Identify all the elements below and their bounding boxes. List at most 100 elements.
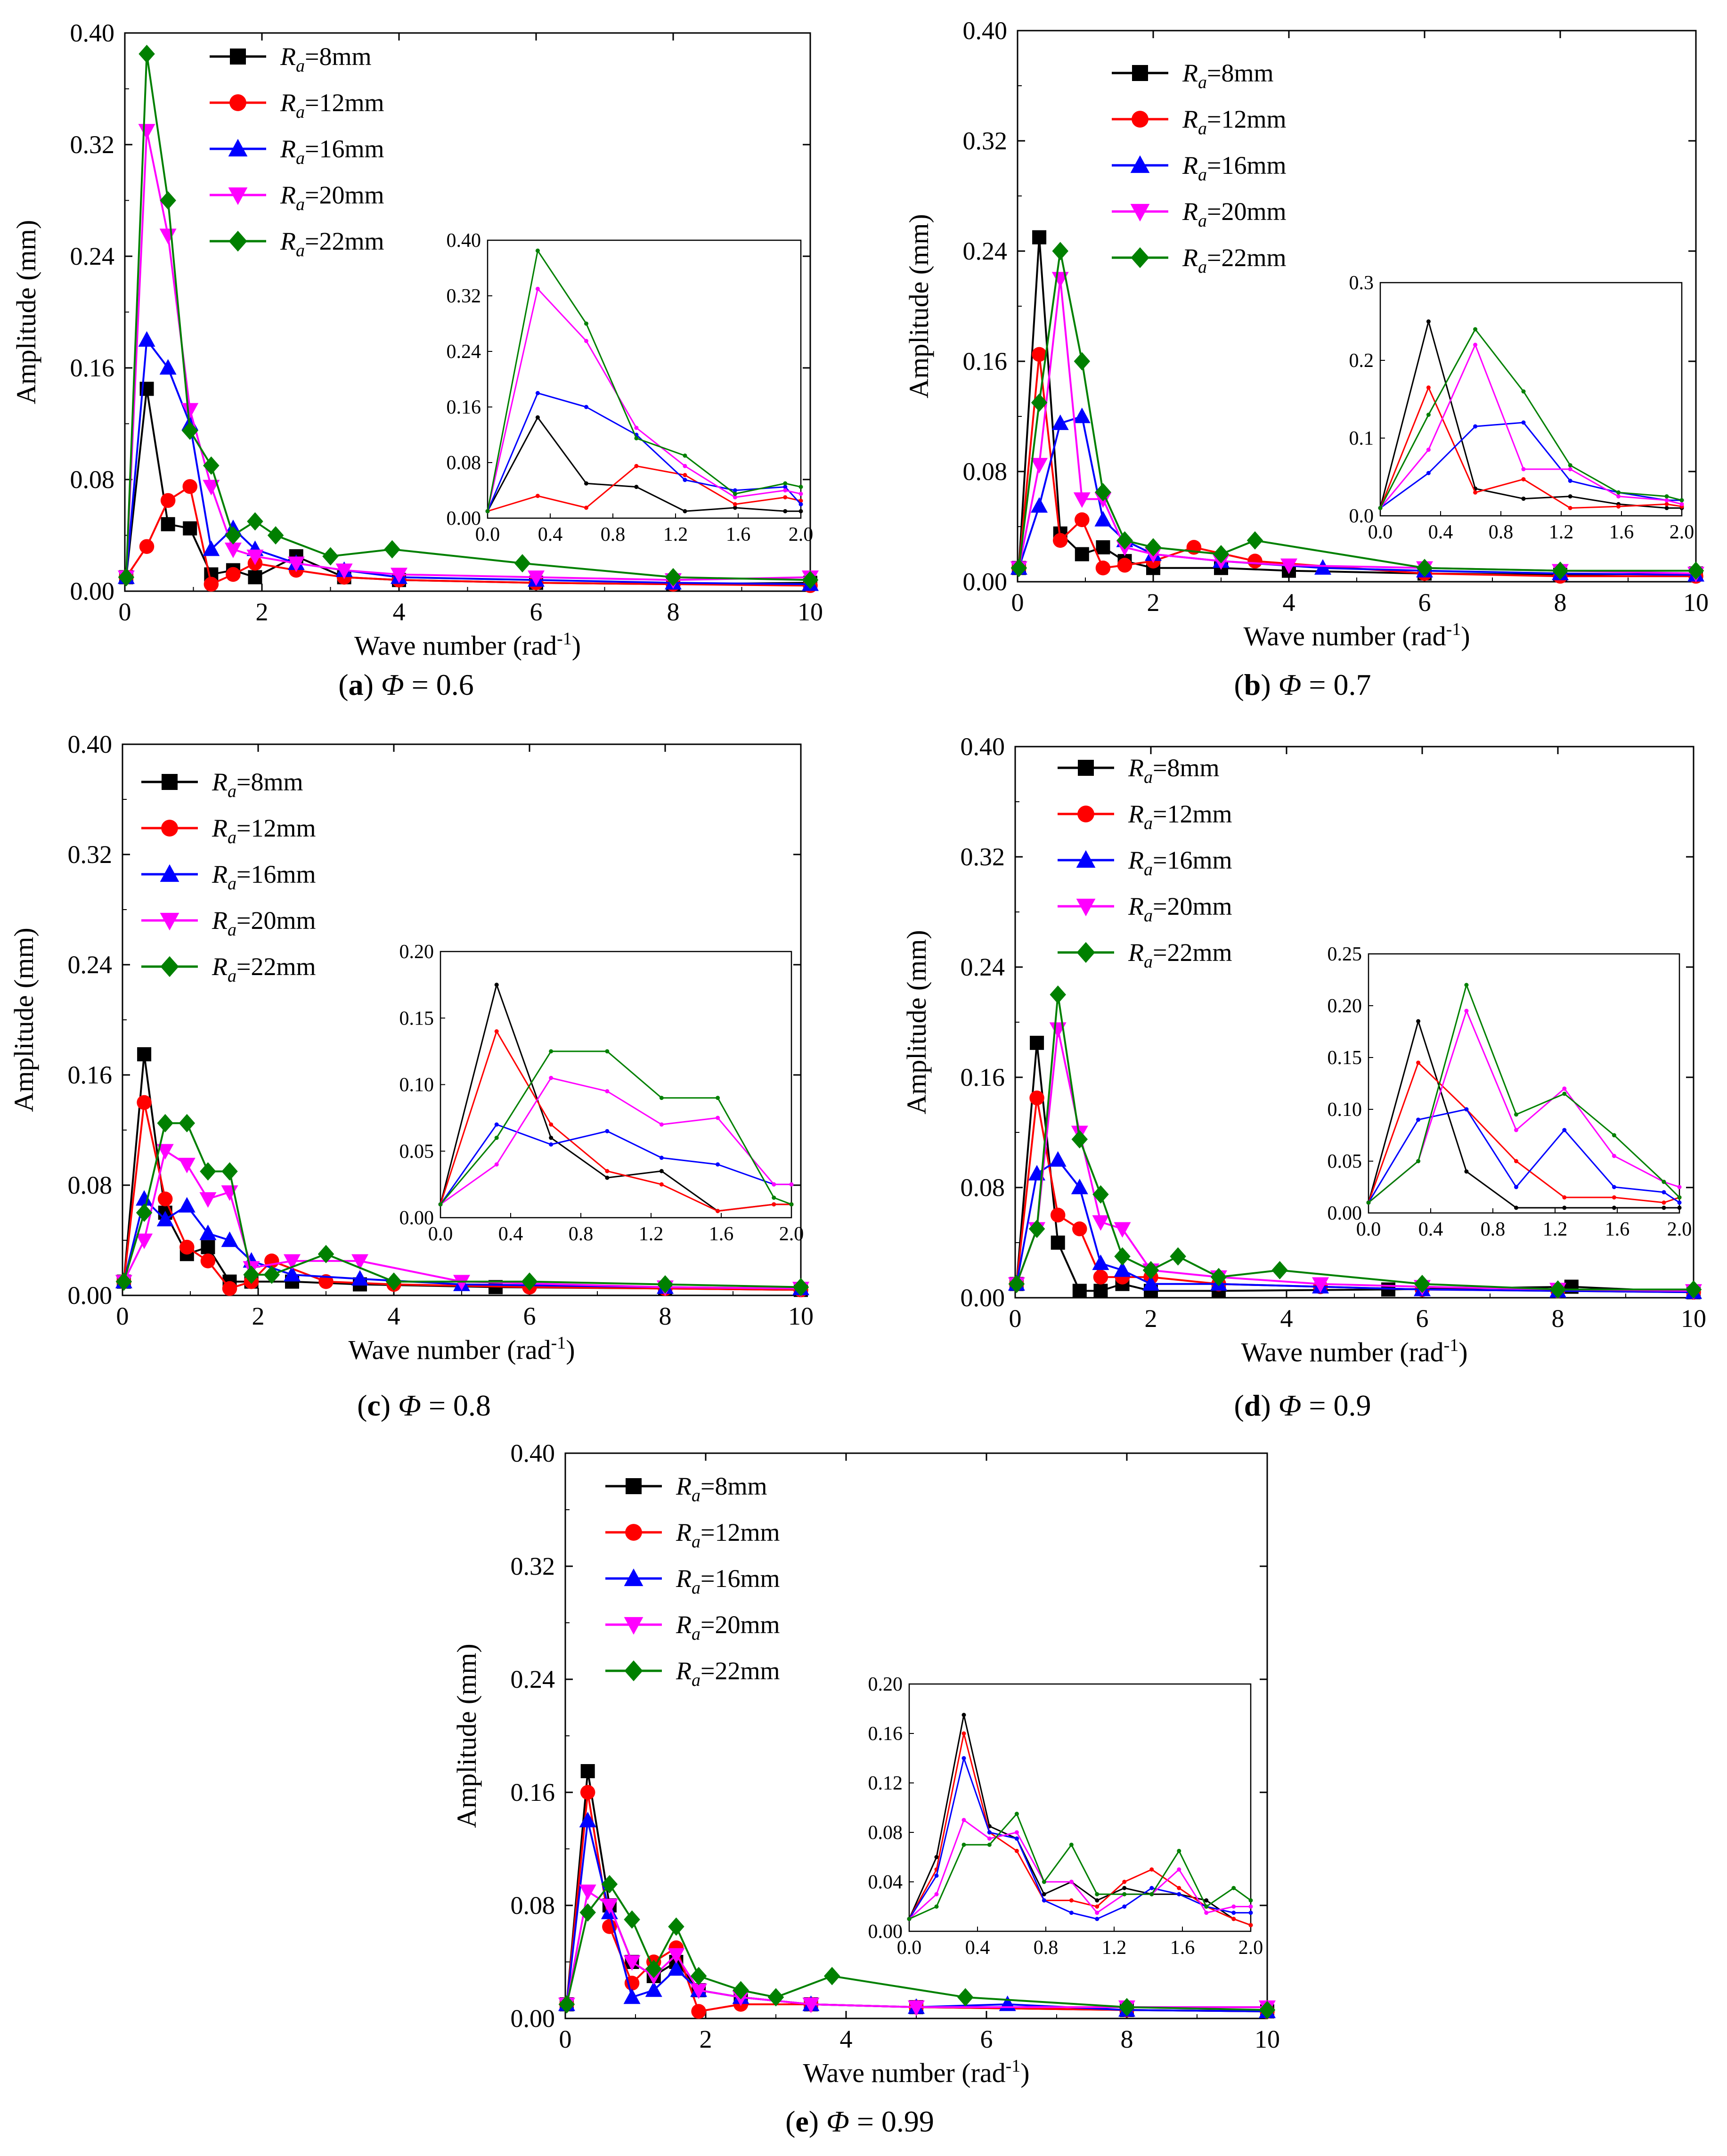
data-point-8mm <box>183 521 197 536</box>
inset-point-22mm <box>987 1842 992 1847</box>
data-point-8mm <box>1096 540 1110 554</box>
inset-y-tick-label: 0.04 <box>868 1871 903 1893</box>
inset-y-tick-label: 0.08 <box>447 452 481 474</box>
data-point-20mm <box>335 563 353 579</box>
data-point-20mm <box>1312 1277 1329 1293</box>
x-axis-label: Wave number (rad-1) <box>803 2056 1029 2088</box>
data-point-12mm <box>1052 533 1068 548</box>
y-tick-label: 0.16 <box>961 1063 1005 1091</box>
inset-point-16mm <box>1426 471 1431 475</box>
data-point-22mm <box>957 1988 974 2007</box>
inset-point-16mm <box>783 485 788 489</box>
inset-point-12mm <box>783 495 788 500</box>
y-tick-label: 0.08 <box>70 465 115 494</box>
inset-point-22mm <box>1464 983 1469 987</box>
inset-point-22mm <box>1149 1892 1154 1896</box>
data-point-8mm <box>1093 1284 1108 1298</box>
inset-point-20mm <box>716 1115 720 1120</box>
x-tick-label: 4 <box>1280 1304 1293 1333</box>
series-line-20mm <box>1016 1028 1694 1292</box>
x-axis-label: Wave number (rad-1) <box>354 629 581 661</box>
data-point-12mm <box>182 479 197 494</box>
inset-point-16mm <box>1177 1892 1181 1896</box>
y-tick-label: 0.08 <box>511 1891 555 1920</box>
data-point-20mm <box>391 568 407 584</box>
inset-point-8mm <box>1464 1169 1469 1174</box>
x-tick-label: 0 <box>116 1302 129 1330</box>
x-tick-label: 8 <box>1552 1304 1564 1333</box>
inset-y-tick-label: 0.05 <box>399 1141 434 1163</box>
x-tick-label: 4 <box>1283 588 1295 617</box>
inset-point-12mm <box>1426 385 1431 390</box>
data-point-22mm <box>1246 531 1263 550</box>
data-point-12mm <box>1247 553 1263 569</box>
inset-y-tick-label: 0.40 <box>447 230 481 252</box>
x-tick-label: 4 <box>393 598 406 626</box>
inset-point-16mm <box>1069 1911 1074 1915</box>
inset-x-tick-label: 0.0 <box>475 524 500 545</box>
y-tick-label: 0.40 <box>68 730 113 758</box>
inset-x-tick-label: 0.8 <box>569 1223 594 1245</box>
data-point-20mm <box>1280 558 1297 574</box>
data-point-16mm <box>221 1231 238 1247</box>
inset-point-12mm <box>549 1122 554 1127</box>
inset-point-22mm <box>1612 1133 1616 1138</box>
inset-point-22mm <box>535 248 540 253</box>
inset-point-22mm <box>934 1904 939 1909</box>
data-point-12mm <box>204 577 219 592</box>
inset-point-20mm <box>1231 1904 1236 1909</box>
inset-point-16mm <box>1464 1107 1469 1112</box>
inset-point-16mm <box>1521 420 1526 425</box>
inset-point-16mm <box>1677 1200 1682 1205</box>
data-point-16mm <box>138 331 155 347</box>
inset-x-tick-label: 1.2 <box>1543 1219 1568 1240</box>
inset-point-12mm <box>683 473 687 478</box>
legend-marker-20mm <box>228 187 248 205</box>
legend-marker-8mm <box>1132 65 1148 81</box>
series-line-16mm <box>122 1198 801 1290</box>
inset-x-tick-label: 0.8 <box>1481 1219 1506 1240</box>
inset-x-tick-label: 1.6 <box>1170 1937 1195 1959</box>
y-axis-label: Amplitude (mm) <box>451 1643 482 1828</box>
inset-point-8mm <box>1426 319 1431 324</box>
data-point-20mm <box>1114 1222 1131 1238</box>
inset-x-tick-label: 0.4 <box>538 524 563 545</box>
inset-y-tick-label: 0.12 <box>868 1773 903 1794</box>
inset-point-8mm <box>549 1136 554 1140</box>
inset-point-22mm <box>1378 506 1383 510</box>
inset-point-22mm <box>1662 1180 1666 1184</box>
inset-x-tick-label: 2.0 <box>779 1223 804 1245</box>
legend-marker-12mm <box>625 1524 642 1541</box>
data-point-22mm <box>1259 2001 1276 2019</box>
inset-series-line-22mm <box>1379 328 1682 509</box>
data-point-12mm <box>226 567 241 582</box>
legend-marker-8mm <box>230 49 246 65</box>
inset-y-tick-label: 0.16 <box>447 397 481 418</box>
inset-point-8mm <box>1677 1205 1682 1210</box>
inset-point-22mm <box>1366 1200 1371 1205</box>
inset-series-line-22mm <box>1368 984 1680 1204</box>
data-point-22mm <box>767 1988 784 2007</box>
data-point-22mm <box>138 44 155 63</box>
inset-point-22mm <box>605 1049 610 1054</box>
data-point-16mm <box>1073 407 1091 423</box>
inset-x-tick-label: 2.0 <box>789 524 814 545</box>
x-tick-label: 6 <box>523 1302 536 1330</box>
x-tick-label: 8 <box>659 1302 672 1330</box>
inset-point-20mm <box>1069 1879 1074 1884</box>
inset-point-20mm <box>1095 1911 1100 1915</box>
data-point-22mm <box>1145 538 1162 557</box>
inset-x-tick-label: 0.4 <box>498 1223 523 1245</box>
inset-point-12mm <box>1014 1848 1019 1853</box>
data-point-22mm <box>385 1272 402 1291</box>
y-tick-label: 0.40 <box>70 19 115 47</box>
data-point-12mm <box>179 1239 195 1255</box>
legend-marker-22mm <box>1076 942 1095 963</box>
inset-point-20mm <box>798 491 803 496</box>
inset-point-8mm <box>733 505 737 510</box>
data-point-22mm <box>1028 1220 1045 1238</box>
legend-label-12mm: Ra=12mm <box>1128 800 1232 833</box>
data-point-16mm <box>1092 1254 1109 1270</box>
inset-point-8mm <box>1204 1898 1209 1903</box>
inset-point-8mm <box>584 481 588 486</box>
